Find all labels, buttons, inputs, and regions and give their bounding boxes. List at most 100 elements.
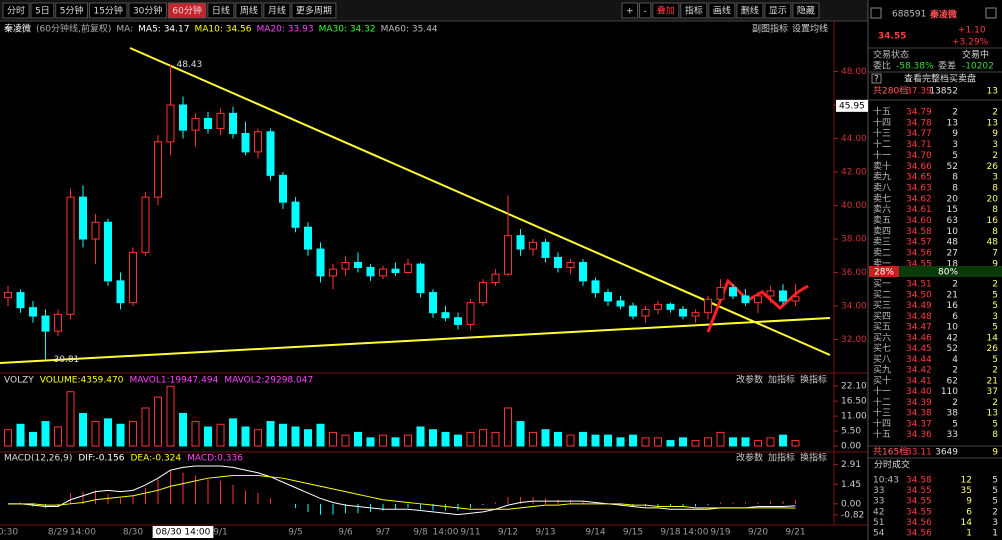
tool-button[interactable] xyxy=(652,2,680,19)
y-tick-label: 2.91 xyxy=(841,460,861,470)
full-book-link[interactable]: 查看完整档买卖盘 xyxy=(904,73,976,85)
period-button[interactable] xyxy=(30,2,55,19)
period-button[interactable] xyxy=(263,2,291,19)
tool-label[interactable]: 叠加 xyxy=(657,6,675,17)
buy-level-label: 买六 xyxy=(873,331,891,343)
volume-bar xyxy=(229,418,237,447)
panel-button[interactable]: 加指标 xyxy=(768,452,795,464)
panel-button[interactable]: 加指标 xyxy=(768,374,795,386)
last-price: 34.55 xyxy=(878,32,906,42)
sell-level-count: 7 xyxy=(992,249,998,259)
x-tick-label: 9/19 xyxy=(710,528,730,538)
tool-button[interactable] xyxy=(764,2,792,19)
trade-time: 51 xyxy=(873,518,884,528)
tool-button[interactable] xyxy=(792,2,820,19)
buy-level-label: 买五 xyxy=(873,322,891,333)
sell-level-count: 8 xyxy=(992,205,998,215)
period-label[interactable]: 30分钟 xyxy=(133,5,162,17)
volume-bar xyxy=(4,429,12,447)
tool-button[interactable] xyxy=(680,2,708,19)
y-tick-label: 34.00 xyxy=(841,302,867,312)
period-button[interactable] xyxy=(207,2,235,19)
volume-bar xyxy=(391,437,400,447)
period-label[interactable]: 周线 xyxy=(240,5,258,17)
period-button[interactable] xyxy=(291,2,337,19)
candle-body xyxy=(54,313,62,332)
tool-label[interactable]: 删线 xyxy=(741,5,759,17)
sell-level-qty: 27 xyxy=(947,249,958,259)
tool-button[interactable] xyxy=(708,2,736,19)
period-button[interactable] xyxy=(2,2,30,19)
tool-button[interactable] xyxy=(621,2,639,19)
cursor-date-box xyxy=(152,526,214,538)
trade-qty: 1 xyxy=(966,529,972,539)
tool-label[interactable]: 指标 xyxy=(685,5,703,17)
period-button[interactable] xyxy=(167,2,207,19)
tool-label[interactable]: + xyxy=(626,7,634,17)
volume-bar xyxy=(629,434,637,447)
tool-label[interactable]: 隐藏 xyxy=(797,5,815,17)
period-label[interactable]: 60分钟 xyxy=(172,5,201,17)
panel-button[interactable]: 换指标 xyxy=(800,452,827,464)
tool-button[interactable] xyxy=(639,2,652,19)
candle-body xyxy=(4,292,12,299)
y-tick-label: -0.82 xyxy=(841,510,864,520)
period-label[interactable]: 更多周期 xyxy=(296,5,332,17)
trend-line[interactable] xyxy=(129,47,831,356)
candle-body xyxy=(166,104,175,143)
period-button[interactable] xyxy=(55,2,88,19)
period-label[interactable]: 5分钟 xyxy=(60,5,84,17)
icon[interactable] xyxy=(985,7,997,19)
period-label[interactable]: 日线 xyxy=(212,5,230,17)
period-button[interactable] xyxy=(128,2,167,19)
y-tick-label: 32.00 xyxy=(841,335,867,345)
x-tick-label: 9/7 xyxy=(376,528,390,538)
panel-button[interactable]: 改参数 xyxy=(736,452,763,464)
volume-bar xyxy=(429,429,437,447)
trade-time: 54 xyxy=(873,529,885,539)
x-tick-label: 9/12 xyxy=(498,528,518,538)
panel-button[interactable]: 改参数 xyxy=(736,374,763,386)
volume-legend: VOLUME:4359.470 xyxy=(40,376,124,386)
period-label[interactable]: 分时 xyxy=(7,5,25,17)
period-button[interactable] xyxy=(88,2,128,19)
panel-button[interactable]: 副图指标 xyxy=(752,23,788,35)
period-button[interactable] xyxy=(235,2,263,19)
help-icon[interactable] xyxy=(871,73,882,84)
period-label[interactable]: 5日 xyxy=(35,6,50,17)
trade-count: 3 xyxy=(992,518,998,528)
buy-level-price: 34.40 xyxy=(906,387,932,397)
panel-button[interactable]: 换指标 xyxy=(800,374,827,386)
tool-label[interactable]: - xyxy=(644,7,647,17)
tool-button[interactable] xyxy=(736,2,764,19)
sell-total-qty: 13852 xyxy=(929,87,958,97)
panel-button[interactable]: 设置均线 xyxy=(792,23,828,35)
buy-level-qty: 2 xyxy=(952,280,958,290)
ma-label: MA: xyxy=(116,25,133,35)
tool-label[interactable]: 画线 xyxy=(713,5,731,17)
tool-label[interactable]: 显示 xyxy=(769,6,787,17)
sell-level-label: 卖八 xyxy=(873,182,891,193)
period-label[interactable]: 15分钟 xyxy=(93,5,122,17)
sell-level-qty: 5 xyxy=(952,151,958,161)
x-tick-label: 8/30 xyxy=(123,528,143,538)
candle-body xyxy=(479,282,487,304)
zigzag-drawing[interactable] xyxy=(706,278,809,333)
sell-level-count: 13 xyxy=(987,118,998,128)
candle-body xyxy=(91,221,100,240)
volume-bar xyxy=(354,431,362,447)
sell-level-price: 34.62 xyxy=(906,194,932,204)
volume-legend: MAVOL1:19947.494 xyxy=(129,376,218,386)
trade-price: 34.55 xyxy=(906,486,932,496)
x-tick-label: 8/29 xyxy=(48,528,68,538)
icon[interactable] xyxy=(870,7,882,19)
buy-level-qty: 110 xyxy=(941,387,958,397)
help[interactable]: ? xyxy=(874,75,879,85)
candle-body xyxy=(704,298,712,314)
period-label[interactable]: 月线 xyxy=(268,5,286,17)
trend-line[interactable] xyxy=(0,317,831,364)
buy-level-label: 买四 xyxy=(873,311,891,322)
sell-level-label: 卖三 xyxy=(873,237,891,248)
sell-level-label: 卖二 xyxy=(873,248,891,259)
